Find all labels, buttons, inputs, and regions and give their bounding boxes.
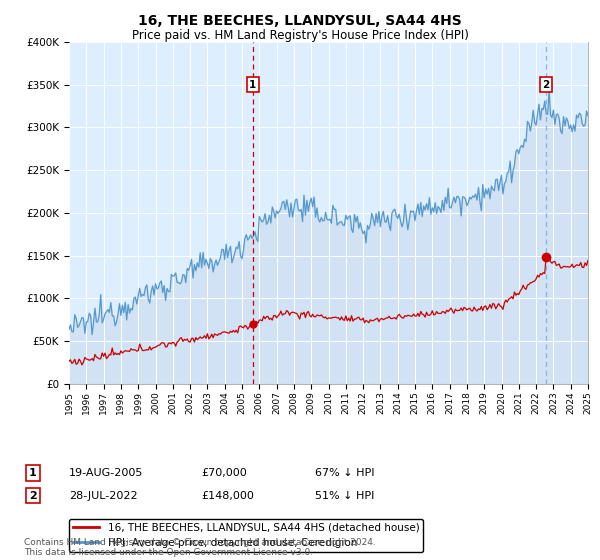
Text: 1: 1 <box>249 80 257 90</box>
Text: 19-AUG-2005: 19-AUG-2005 <box>69 468 143 478</box>
Text: 16, THE BEECHES, LLANDYSUL, SA44 4HS: 16, THE BEECHES, LLANDYSUL, SA44 4HS <box>138 14 462 28</box>
Text: 2: 2 <box>542 80 550 90</box>
Text: 28-JUL-2022: 28-JUL-2022 <box>69 491 137 501</box>
Text: £148,000: £148,000 <box>201 491 254 501</box>
Legend: 16, THE BEECHES, LLANDYSUL, SA44 4HS (detached house), HPI: Average price, detac: 16, THE BEECHES, LLANDYSUL, SA44 4HS (de… <box>69 519 424 552</box>
Text: 51% ↓ HPI: 51% ↓ HPI <box>315 491 374 501</box>
Text: Price paid vs. HM Land Registry's House Price Index (HPI): Price paid vs. HM Land Registry's House … <box>131 29 469 42</box>
Text: 67% ↓ HPI: 67% ↓ HPI <box>315 468 374 478</box>
Text: 1: 1 <box>29 468 37 478</box>
Text: 2: 2 <box>29 491 37 501</box>
Text: Contains HM Land Registry data © Crown copyright and database right 2024.
This d: Contains HM Land Registry data © Crown c… <box>24 538 376 557</box>
Text: £70,000: £70,000 <box>201 468 247 478</box>
